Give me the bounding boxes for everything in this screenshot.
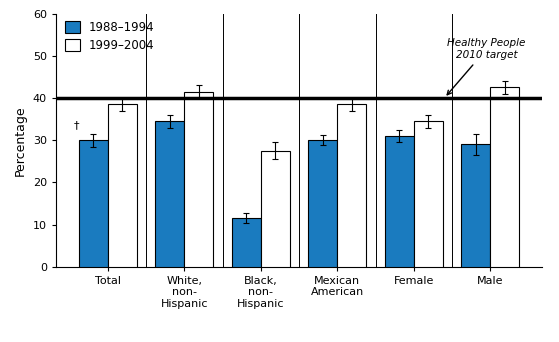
Bar xyxy=(108,104,137,267)
Bar xyxy=(490,88,519,267)
Bar xyxy=(308,140,337,267)
Bar xyxy=(385,136,414,267)
Text: †: † xyxy=(74,120,79,131)
Bar xyxy=(337,104,366,267)
Y-axis label: Percentage: Percentage xyxy=(14,105,27,175)
Bar xyxy=(461,144,490,267)
Text: Healthy People
2010 target: Healthy People 2010 target xyxy=(447,39,525,95)
Bar xyxy=(232,218,261,267)
Legend: 1988–1994, 1999–2004: 1988–1994, 1999–2004 xyxy=(61,16,159,56)
Bar xyxy=(79,140,108,267)
Bar xyxy=(184,92,214,267)
Bar xyxy=(261,151,290,267)
Bar xyxy=(414,121,443,267)
Bar xyxy=(155,121,184,267)
